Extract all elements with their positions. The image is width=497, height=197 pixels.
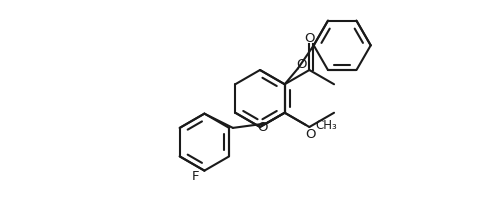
Text: O: O: [297, 58, 307, 71]
Text: O: O: [305, 127, 316, 140]
Text: F: F: [192, 170, 199, 183]
Text: O: O: [257, 121, 267, 134]
Text: CH₃: CH₃: [316, 119, 337, 132]
Text: O: O: [304, 32, 315, 45]
